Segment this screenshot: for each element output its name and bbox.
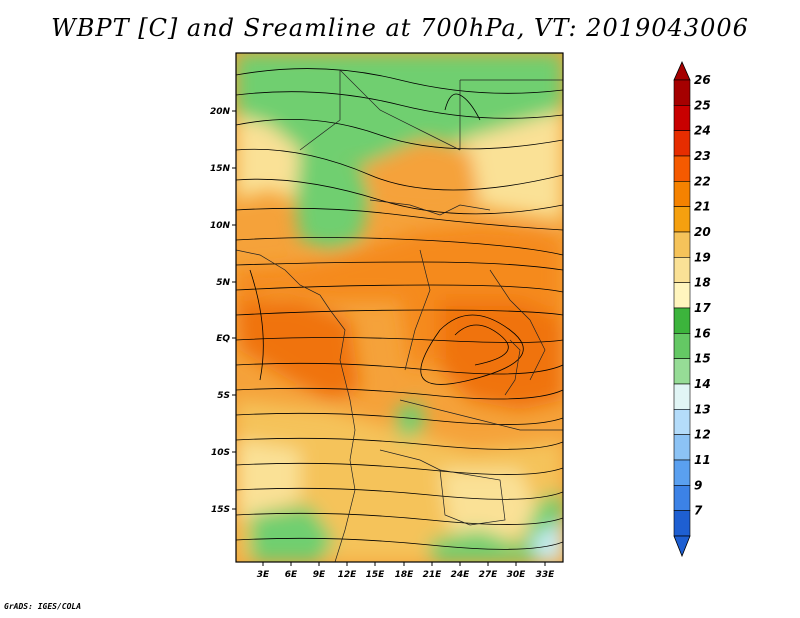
colorbar-segment xyxy=(673,257,691,283)
lat-label: 20N xyxy=(210,107,231,117)
colorbar-level-label: 11 xyxy=(694,453,711,467)
longitude-labels: 3E 6E 9E 12E 15E 18E 21E 24E 27E 30E 33E xyxy=(257,570,555,580)
colorbar-segment xyxy=(673,333,691,359)
colorbar-level-label: 25 xyxy=(694,98,711,112)
streamlines xyxy=(236,68,563,550)
colorbar-segment xyxy=(673,307,691,334)
colorbar-level-label: 17 xyxy=(694,301,711,315)
lon-label: 12E xyxy=(338,570,358,580)
lat-label: 5N xyxy=(216,278,230,288)
lat-label: 15N xyxy=(210,164,231,174)
lon-label: 6E xyxy=(285,570,298,580)
colorbar-level-label: 21 xyxy=(694,200,711,214)
country-boundaries xyxy=(236,69,563,562)
colorbar-segment xyxy=(673,130,691,157)
lon-label: 30E xyxy=(507,570,527,580)
colorbar-segment xyxy=(673,155,691,182)
colorbar-segment xyxy=(673,105,691,131)
colorbar-level-label: 9 xyxy=(694,478,702,492)
map-frame xyxy=(235,52,564,563)
colorbar-segment xyxy=(673,510,691,537)
lat-label: 10N xyxy=(210,221,231,231)
colorbar-level-label: 16 xyxy=(694,326,711,340)
colorbar-bottom-triangle xyxy=(673,535,691,558)
colorbar-level-label: 14 xyxy=(694,377,711,391)
lat-label: 10S xyxy=(211,448,230,458)
colorbar-segment xyxy=(673,358,691,385)
colorbar-level-label: 12 xyxy=(694,428,711,442)
colorbar-segment xyxy=(673,459,691,486)
colorbar-segment xyxy=(673,434,691,461)
lon-label: 18E xyxy=(395,570,415,580)
colorbar-level-label: 22 xyxy=(694,174,711,188)
colorbar-level-label: 7 xyxy=(694,504,703,518)
lon-label: 21E xyxy=(423,570,443,580)
wbpt-field xyxy=(236,53,563,562)
colorbar-level-label: 18 xyxy=(694,276,711,290)
colorbar-level-label: 23 xyxy=(694,149,711,163)
colorbar-level-label: 26 xyxy=(694,73,711,87)
lat-label: 15S xyxy=(211,505,230,515)
colorbar-segment xyxy=(673,231,691,258)
lon-label: 24E xyxy=(451,570,471,580)
lat-label: EQ xyxy=(216,334,230,344)
page-title: WBPT [C] and Sreamline at 700hPa, VT: 20… xyxy=(51,14,749,42)
axis-ticks xyxy=(232,110,546,566)
colorbar-level-label: 19 xyxy=(694,250,711,264)
colorbar-level-label: 13 xyxy=(694,402,711,416)
latitude-labels: 20N 15N 10N 5N EQ 5S 10S 15S xyxy=(210,107,231,515)
colorbar-segment xyxy=(673,79,691,106)
lon-label: 9E xyxy=(313,570,326,580)
grads-credit: GrADS: IGES/COLA xyxy=(4,602,82,611)
lon-label: 33E xyxy=(536,570,556,580)
colorbar-segment xyxy=(673,485,691,511)
lon-label: 27E xyxy=(479,570,499,580)
colorbar-level-label: 20 xyxy=(694,225,711,239)
colorbar-segment xyxy=(673,181,691,207)
colorbar-segment xyxy=(673,383,691,410)
lon-label: 15E xyxy=(366,570,386,580)
colorbar-segment xyxy=(673,206,691,233)
colorbar: 26 25 24 23 22 21 20 19 18 17 16 15 14 13 12 11 9 7 xyxy=(673,61,711,558)
colorbar-top-triangle xyxy=(673,61,691,81)
colorbar-segment xyxy=(673,409,691,435)
lat-label: 5S xyxy=(217,391,230,401)
colorbar-segment xyxy=(673,282,691,309)
lon-label: 3E xyxy=(257,570,270,580)
colorbar-level-label: 15 xyxy=(694,352,711,366)
colorbar-level-label: 24 xyxy=(694,124,711,138)
